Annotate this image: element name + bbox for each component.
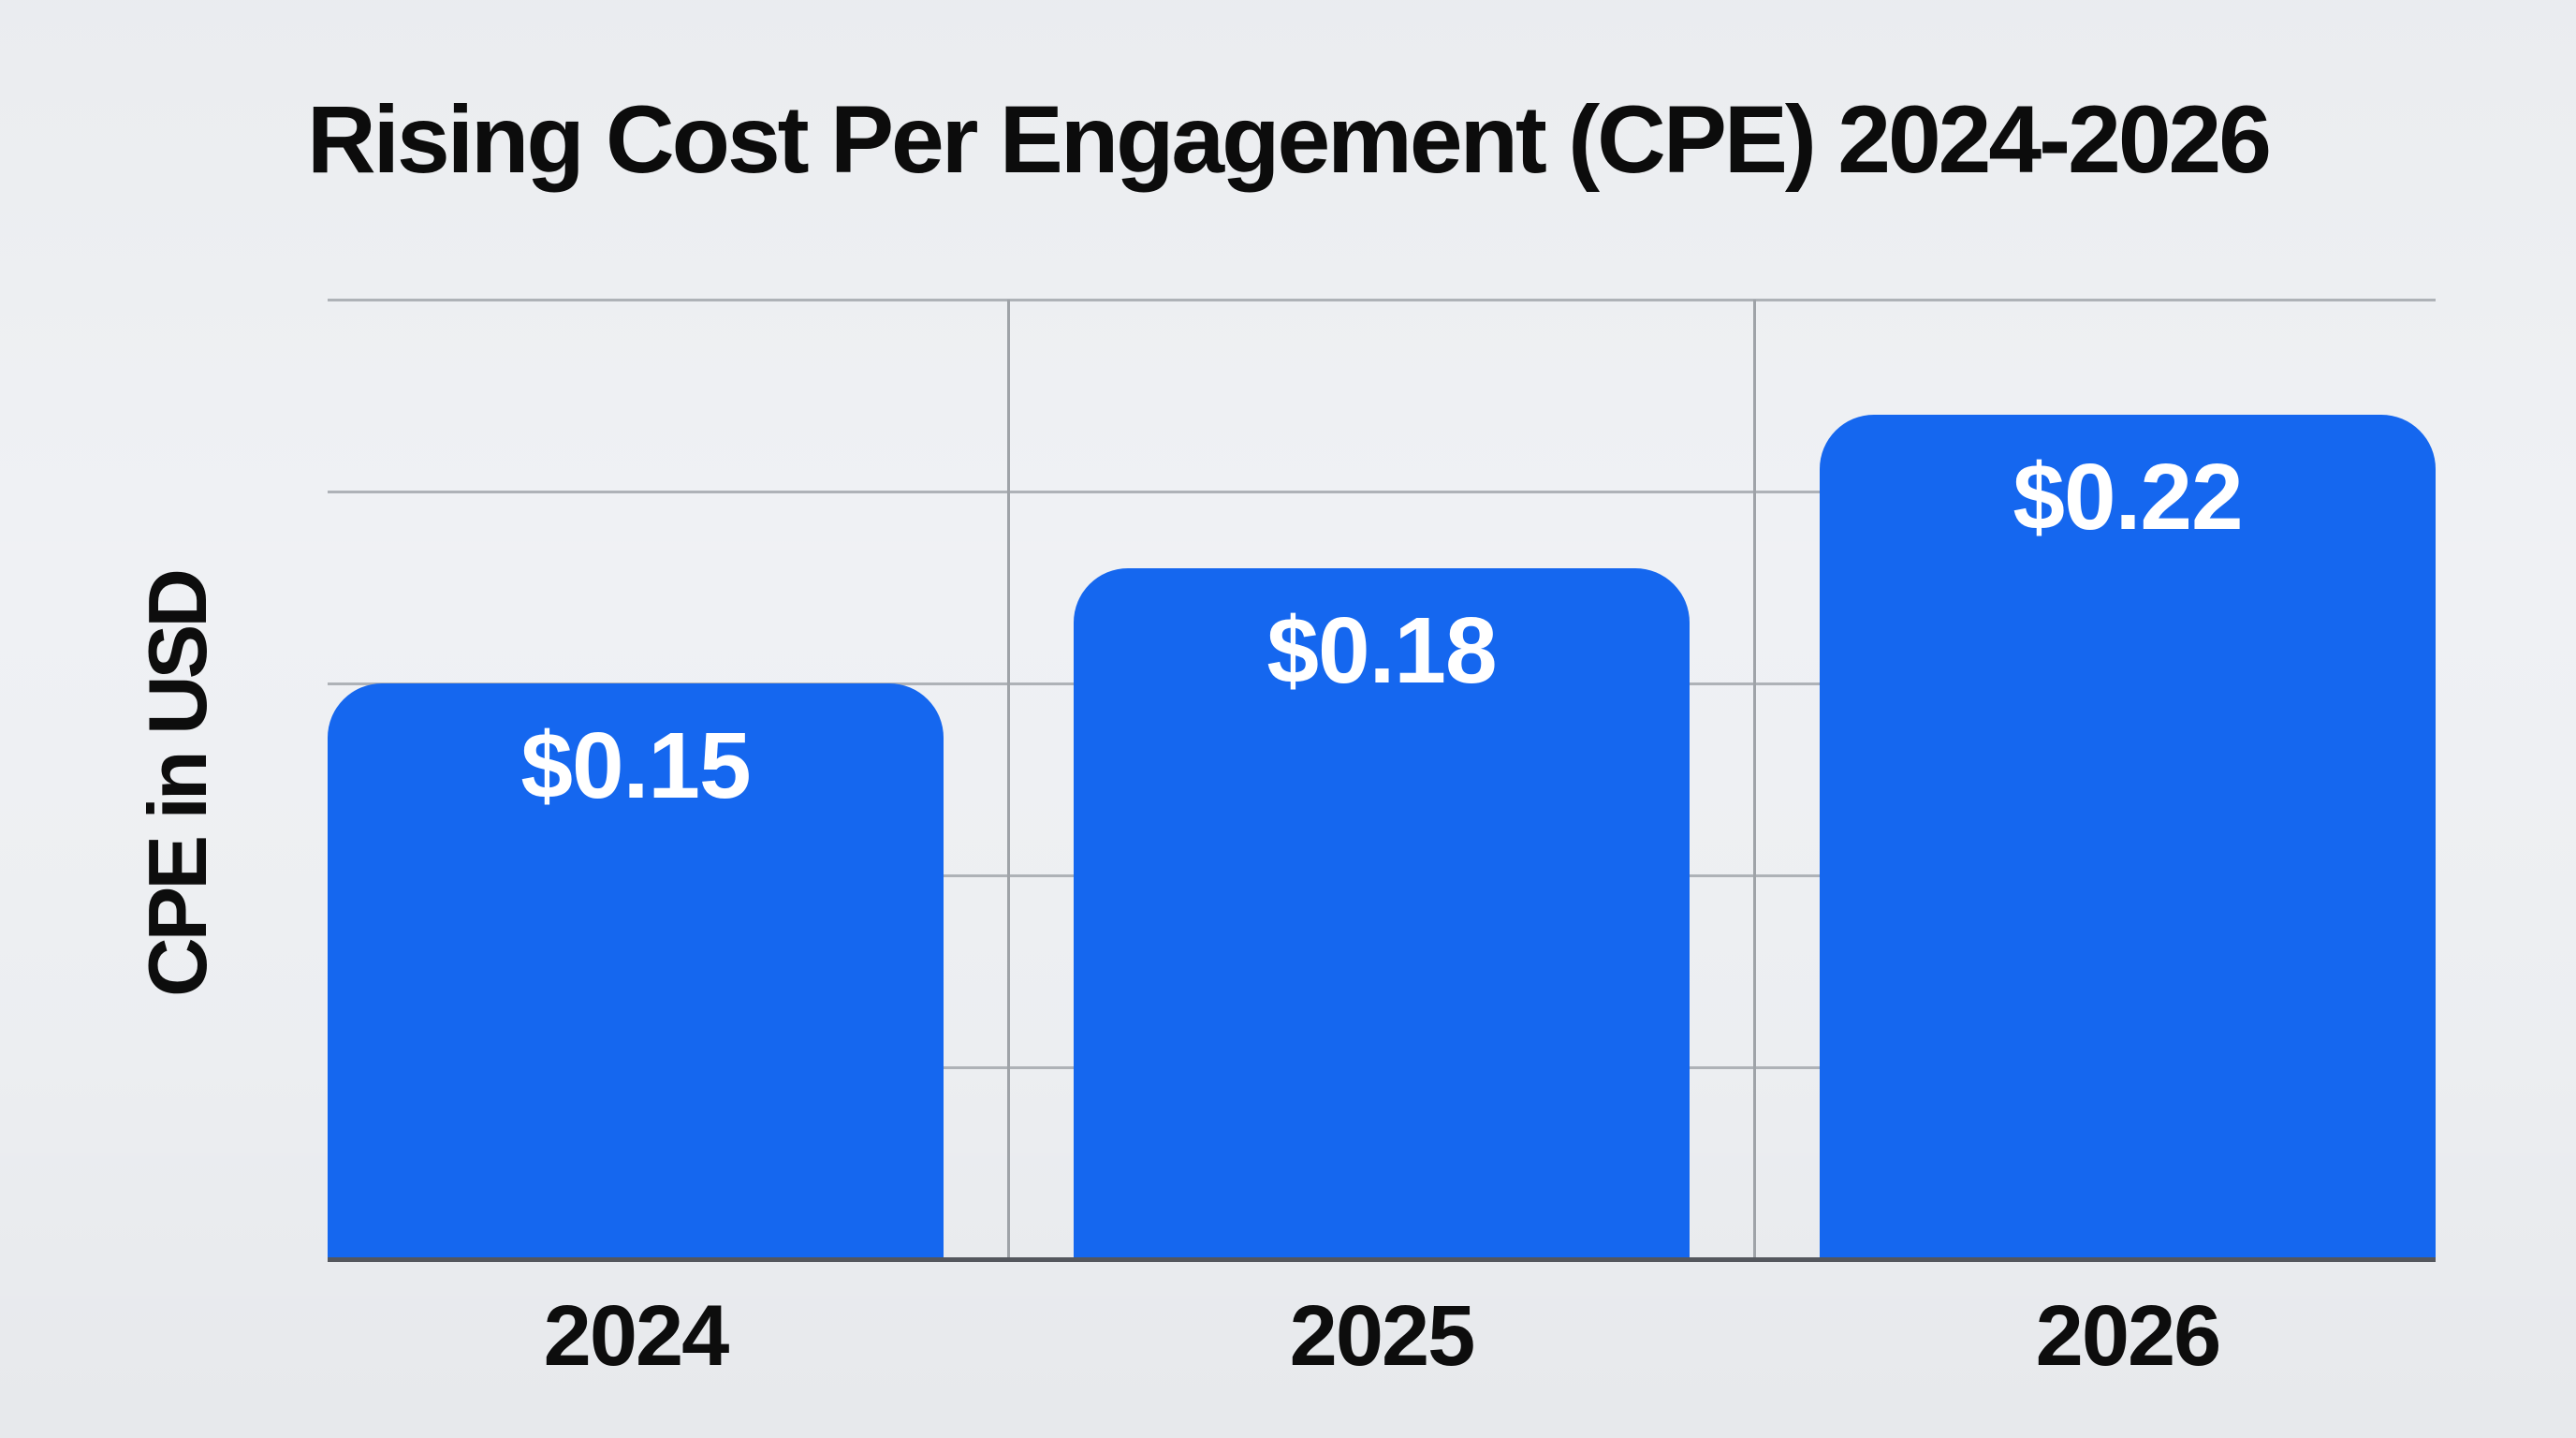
gridline-vertical (1753, 300, 1756, 1259)
bar-2026: $0.22 (1820, 415, 2436, 1259)
y-axis-label: CPE in USD (131, 572, 224, 997)
bar-value-label: $0.18 (1266, 598, 1497, 703)
bar-2025: $0.18 (1074, 568, 1690, 1259)
bar-value-label: $0.15 (520, 713, 751, 818)
bar-value-label: $0.22 (2012, 445, 2243, 550)
gridline-horizontal (328, 298, 2436, 301)
x-tick-label: 2025 (1289, 1288, 1476, 1384)
x-tick-label: 2024 (543, 1288, 730, 1384)
x-tick-label: 2026 (2035, 1288, 2222, 1384)
bar-2024: $0.15 (328, 683, 944, 1259)
chart-title: Rising Cost Per Engagement (CPE) 2024-20… (306, 86, 2272, 193)
plot-area: $0.15 2024 $0.18 2025 $0.22 2026 (328, 298, 2436, 1379)
gridline-horizontal (328, 490, 2436, 493)
gridline-vertical (1007, 300, 1010, 1259)
x-axis-baseline (328, 1257, 2436, 1262)
